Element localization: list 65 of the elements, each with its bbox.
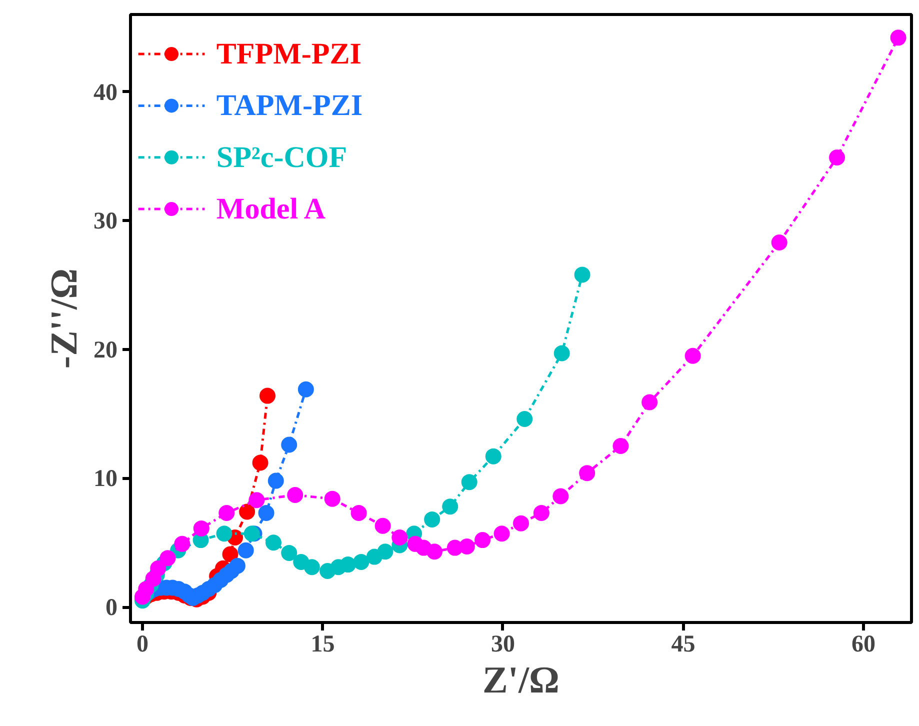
point <box>552 488 569 504</box>
point <box>287 486 304 503</box>
point <box>340 556 356 573</box>
x-axis-title: Z'/Ω <box>482 660 560 702</box>
point <box>160 550 176 566</box>
x-tick-label: 30 <box>490 632 515 658</box>
point <box>248 492 265 508</box>
legend-label: TAPM-PZI <box>216 89 363 122</box>
point <box>829 150 846 166</box>
point <box>426 544 442 560</box>
point <box>574 266 590 283</box>
point <box>353 554 370 570</box>
x-tick-label: 0 <box>136 632 149 658</box>
y-tick-label: 0 <box>106 595 118 622</box>
point <box>890 30 906 46</box>
point <box>579 465 596 482</box>
point <box>350 505 367 521</box>
y-axis-title: -Z''/Ω <box>44 268 86 369</box>
point <box>684 348 701 364</box>
x-tick-label: 60 <box>851 632 876 658</box>
legend-label: Model A <box>216 192 326 226</box>
point <box>259 388 276 404</box>
point <box>281 544 298 561</box>
point <box>324 490 340 507</box>
x-tick-label: 15 <box>310 632 335 658</box>
point <box>485 448 502 464</box>
x-tick-label: 45 <box>671 632 696 658</box>
point <box>771 234 788 250</box>
point <box>298 381 314 398</box>
y-tick-label: 20 <box>94 337 118 364</box>
point <box>281 436 298 453</box>
point <box>612 438 629 454</box>
point <box>392 530 408 546</box>
legend-label: TFPM-PZI <box>216 38 362 71</box>
point <box>474 532 491 548</box>
point <box>218 505 235 521</box>
y-tick-label: 10 <box>94 466 118 492</box>
point <box>461 474 478 490</box>
point <box>494 526 510 542</box>
point <box>239 504 256 520</box>
point <box>268 472 284 489</box>
point <box>642 394 658 410</box>
point <box>304 559 320 576</box>
point <box>150 560 166 576</box>
point <box>513 515 529 532</box>
point <box>222 546 238 562</box>
point <box>458 538 475 554</box>
point <box>374 518 391 534</box>
point <box>238 542 254 558</box>
y-tick-label: 30 <box>94 208 118 235</box>
point <box>174 536 190 552</box>
point <box>193 520 210 536</box>
point <box>216 526 232 542</box>
point <box>377 544 394 560</box>
point <box>252 454 268 471</box>
point <box>258 505 274 521</box>
point <box>554 345 570 362</box>
point <box>533 505 550 521</box>
point <box>424 511 440 528</box>
point <box>265 534 282 551</box>
point <box>229 558 246 574</box>
legend-label: SP²c-COF <box>216 140 348 174</box>
point <box>516 410 533 427</box>
point <box>442 498 458 515</box>
y-tick-label: 40 <box>94 80 118 106</box>
